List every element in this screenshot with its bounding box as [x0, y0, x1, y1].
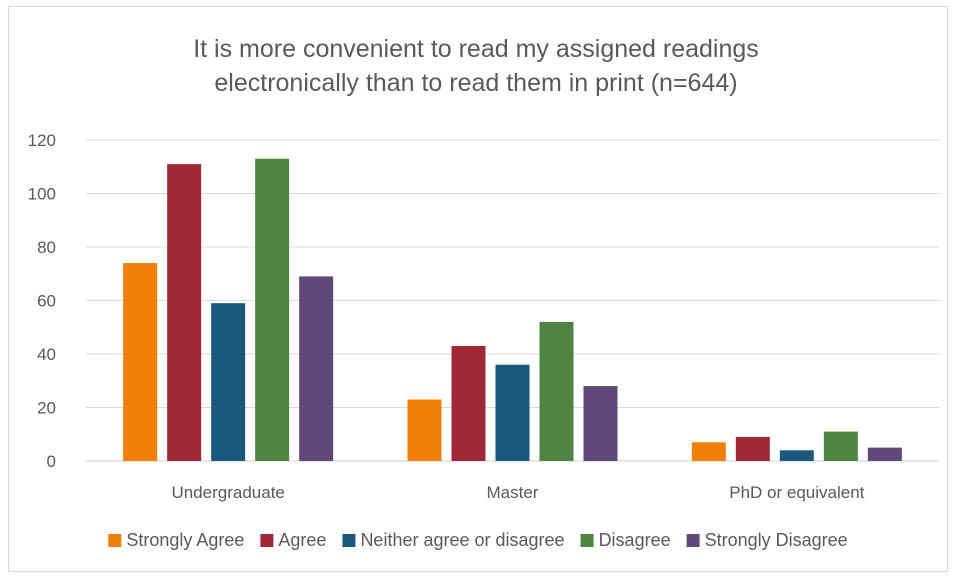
y-tick-label: 120: [28, 131, 56, 150]
bar-disagree-0: [255, 158, 290, 461]
bar-disagree-2: [823, 431, 858, 461]
legend-swatch: [686, 534, 700, 547]
legend-swatch: [342, 534, 356, 547]
legend-label: Agree: [278, 530, 326, 550]
bar-disagree-1: [539, 321, 574, 461]
bar-agree-0: [167, 164, 202, 461]
bar-agree-2: [735, 436, 770, 461]
x-category-label: PhD or equivalent: [729, 483, 864, 502]
legend: Strongly Agree Agree Neither agree or disa…: [108, 530, 848, 550]
y-tick-label: 100: [28, 185, 56, 204]
chart-title-line-2: electronically than to read them in prin…: [214, 69, 737, 97]
legend-label: Neither agree or disagree: [360, 530, 564, 550]
y-tick-label: 0: [47, 452, 56, 471]
chart-frame: It is more convenient to read my assigne…: [8, 6, 948, 572]
x-axis-category-labels: Undergraduate Master PhD or equivalent: [171, 483, 864, 502]
y-tick-label: 60: [37, 292, 56, 311]
bar-strongly-disagree-1: [583, 386, 618, 461]
legend-label: Disagree: [599, 530, 671, 550]
y-tick-label: 40: [37, 345, 56, 364]
x-category-label: Master: [487, 483, 539, 502]
y-tick-label: 20: [37, 399, 56, 418]
chart-title-line-1: It is more convenient to read my assigne…: [193, 35, 759, 63]
x-category-label: Undergraduate: [171, 483, 284, 502]
y-axis-tick-labels: 0 20 40 60 80 100 120: [28, 131, 56, 471]
legend-swatch: [108, 534, 122, 547]
bar-neither-agree-or-disagree-2: [779, 450, 814, 461]
bar-neither-agree-or-disagree-1: [495, 364, 530, 461]
bar-strongly-disagree-2: [867, 447, 902, 461]
legend-label: Strongly Agree: [126, 530, 244, 550]
bar-strongly-agree-2: [691, 442, 726, 461]
bar-strongly-agree-0: [123, 263, 158, 461]
bars: [123, 158, 902, 461]
chart-svg: It is more convenient to read my assigne…: [28, 35, 939, 550]
bar-neither-agree-or-disagree-0: [211, 303, 246, 461]
bar-strongly-disagree-0: [299, 276, 334, 461]
bar-agree-1: [451, 345, 486, 461]
legend-swatch: [580, 534, 594, 547]
legend-swatch: [260, 534, 274, 547]
bar-strongly-agree-1: [407, 399, 442, 461]
y-tick-label: 80: [37, 238, 56, 257]
chart-title: It is more convenient to read my assigne…: [193, 35, 759, 97]
legend-label: Strongly Disagree: [705, 530, 848, 550]
